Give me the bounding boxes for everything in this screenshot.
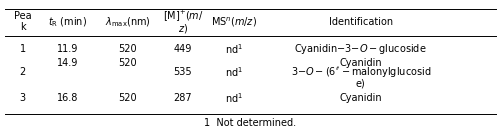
Text: e): e) [356,79,366,89]
Text: Cyanidin: Cyanidin [339,58,382,68]
Text: 520: 520 [118,44,137,54]
Text: $z$): $z$) [178,22,188,35]
Text: MS$^n$($m/z$): MS$^n$($m/z$) [211,15,258,29]
Text: Cyanidin: Cyanidin [339,93,382,103]
Text: 520: 520 [118,93,137,103]
Text: Pea: Pea [14,11,32,21]
Text: $\lambda_{\mathrm{max}}$(nm): $\lambda_{\mathrm{max}}$(nm) [105,15,151,29]
Text: 2: 2 [20,67,26,77]
Text: nd$^1$: nd$^1$ [225,66,243,79]
Text: 16.8: 16.8 [57,93,78,103]
Text: 520: 520 [118,58,137,68]
Text: 449: 449 [174,44,192,54]
Text: k: k [20,22,26,32]
Text: Cyanidin$-$3$-$$\mathit{O}-$glucoside: Cyanidin$-$3$-$$\mathit{O}-$glucoside [295,42,427,56]
Text: nd$^1$: nd$^1$ [225,92,243,105]
Text: Identification: Identification [329,17,393,27]
Text: 3: 3 [20,93,26,103]
Text: $[\mathrm{M}]^{+}$($m/$: $[\mathrm{M}]^{+}$($m/$ [162,8,203,23]
Text: 14.9: 14.9 [57,58,78,68]
Text: 1  Not determined.: 1 Not determined. [204,118,297,127]
Text: nd$^1$: nd$^1$ [225,42,243,56]
Text: 3$-$$\mathit{O}-$(6$^{\prime\prime}-$malonylglucosid: 3$-$$\mathit{O}-$(6$^{\prime\prime}-$mal… [291,65,431,79]
Text: 287: 287 [173,93,192,103]
Text: 1: 1 [20,44,26,54]
Text: $t_{\mathrm{R}}$ (min): $t_{\mathrm{R}}$ (min) [48,15,87,29]
Text: 11.9: 11.9 [57,44,78,54]
Text: 535: 535 [173,67,192,77]
